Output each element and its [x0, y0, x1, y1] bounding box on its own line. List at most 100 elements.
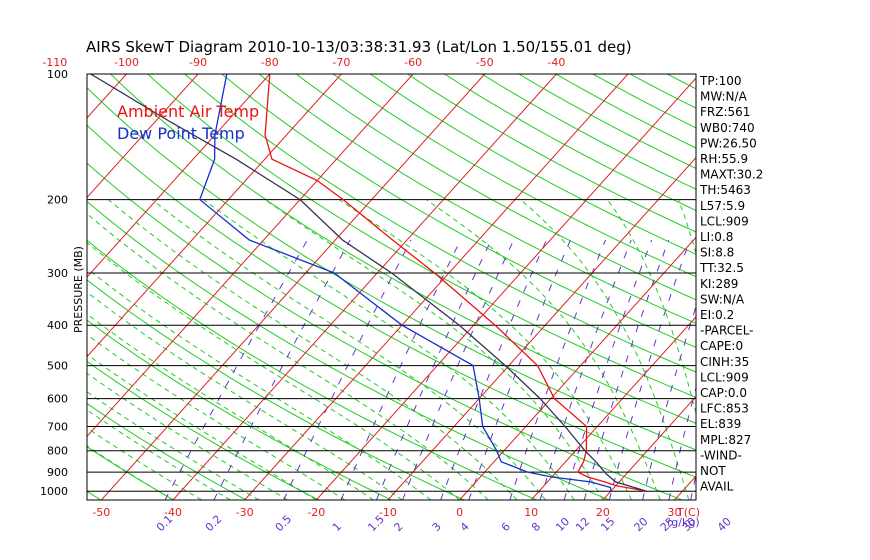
stability-index: EL:839: [700, 417, 741, 431]
stability-index: KI:289: [700, 277, 738, 291]
dry-adiabat: [184, 74, 696, 373]
isotherm: [0, 74, 55, 500]
top-temp-tick-label: -70: [332, 56, 350, 69]
stability-index: LI:0.8: [700, 230, 733, 244]
stability-index: LCL:909: [700, 370, 749, 384]
bottom-temp-tick-label: -30: [236, 506, 254, 519]
top-temp-tick-label: -100: [114, 56, 139, 69]
stability-index: TP:100: [699, 74, 742, 88]
plot-frame: [86, 73, 697, 501]
stability-index: L57:5.9: [700, 199, 745, 213]
isotherm: [315, 77, 696, 500]
bottom-temp-tick-label: 30: [668, 506, 682, 519]
stability-index: SI:8.8: [700, 246, 734, 260]
moist-adiabat: [203, 199, 575, 500]
pressure-tick-label: 600: [47, 393, 68, 406]
moist-adiabat: [87, 213, 489, 500]
stability-index: -WIND-: [700, 448, 742, 462]
dry-adiabat: [555, 74, 696, 149]
moist-adiabat: [87, 353, 317, 500]
legend-ambient-air-temp: Ambient Air Temp: [117, 102, 259, 121]
legend-dew-point-temp: Dew Point Temp: [117, 124, 245, 143]
dry-adiabat: [258, 74, 696, 324]
moist-adiabat: [87, 267, 432, 500]
isotherm: [100, 74, 486, 500]
temp-unit-label: T(C): [676, 506, 700, 519]
pressure-tick-label: 300: [47, 267, 68, 280]
mixing-ratio-label: 3: [430, 520, 444, 534]
bottom-temp-tick-label: -50: [92, 506, 110, 519]
stability-index: TH:5463: [699, 183, 751, 197]
legend: Ambient Air Temp Dew Point Temp: [117, 102, 259, 143]
stability-index: MW:N/A: [700, 90, 748, 104]
moist-adiabat: [606, 199, 696, 415]
stability-index: WB0:740: [700, 121, 755, 135]
pressure-tick-label: 400: [47, 319, 68, 332]
moist-adiabat: [87, 427, 202, 500]
axes-labels: 0.1 0.2 0.5 1 1.5 2 3 4 6 8 10 12 15 20 25 30 4010020030…: [40, 56, 734, 535]
mixing-ratio-label: 40: [715, 515, 734, 534]
isotherm: [172, 74, 557, 500]
dry-adiabat: [332, 74, 696, 278]
bottom-temp-tick-label: -10: [379, 506, 397, 519]
isotherm: [244, 74, 629, 500]
top-temp-tick-label: -80: [261, 56, 279, 69]
stability-index: EI:0.2: [700, 308, 734, 322]
dry-adiabat: [666, 74, 696, 90]
dry-adiabat: [110, 74, 696, 424]
stability-index: SW:N/A: [700, 292, 745, 306]
stability-index: CAP:0.0: [700, 386, 747, 400]
moist-adiabat: [426, 199, 661, 500]
dry-adiabat: [87, 360, 320, 500]
dry-adiabat: [444, 74, 696, 212]
isotherm: [746, 74, 870, 500]
mixing-ratio-line: [563, 239, 653, 500]
mixing-ratio-label: 4: [458, 520, 472, 534]
ambient-air-temp-line: [264, 74, 647, 492]
bottom-temp-tick-label: -20: [307, 506, 325, 519]
isotherm: [387, 156, 696, 500]
mixing-ratio-label: 0.2: [203, 513, 225, 535]
mixing-ratio-label: 1: [330, 520, 344, 534]
mixing-ratio-label: 20: [632, 515, 651, 534]
sounding-series: [90, 74, 647, 492]
isotherm: [602, 395, 696, 500]
pressure-tick-label: 100: [47, 68, 68, 81]
bottom-temp-tick-label: 0: [456, 506, 463, 519]
top-temp-tick-label: -110: [42, 56, 67, 69]
mixing-ratio-line: [583, 239, 670, 500]
mixing-ratio-line: [164, 239, 308, 500]
dry-adiabat: [87, 490, 102, 500]
dry-adiabat: [370, 74, 696, 255]
isotherm: [87, 74, 199, 199]
top-temp-tick-label: -90: [189, 56, 207, 69]
isotherm: [87, 74, 127, 119]
dry-adiabat: [87, 200, 610, 500]
mixing-ratio-unit-label: (g/kg): [667, 516, 700, 529]
moist-adiabat: [264, 199, 604, 500]
dry-adiabat: [518, 74, 696, 170]
mixing-ratio-label: 0.5: [273, 513, 295, 535]
stability-index: NOT: [700, 464, 726, 478]
dry-adiabat: [87, 239, 537, 500]
pressure-tick-label: 500: [47, 360, 68, 373]
mixing-ratio-label: 10: [553, 515, 572, 534]
mixing-ratio-line: [283, 239, 412, 500]
pressure-tick-label: 700: [47, 421, 68, 434]
top-temp-tick-label: -40: [547, 56, 565, 69]
stability-index: LFC:853: [700, 402, 749, 416]
mixing-ratio-line: [608, 239, 691, 500]
stability-index: -PARCEL-: [700, 324, 754, 338]
top-temp-tick-label: -60: [404, 56, 422, 69]
mixing-ratio-line: [440, 239, 547, 500]
pressure-tick-label: 1000: [40, 485, 68, 498]
mixing-ratio-line: [340, 239, 462, 500]
moist-adiabat: [520, 199, 690, 500]
moist-adiabat: [87, 241, 460, 500]
pressure-tick-label: 900: [47, 466, 68, 479]
mixing-ratio-label: 6: [499, 520, 513, 534]
stability-index: PW:26.50: [700, 136, 757, 150]
stability-index: CAPE:0: [700, 339, 743, 353]
dry-adiabat: [87, 402, 247, 500]
